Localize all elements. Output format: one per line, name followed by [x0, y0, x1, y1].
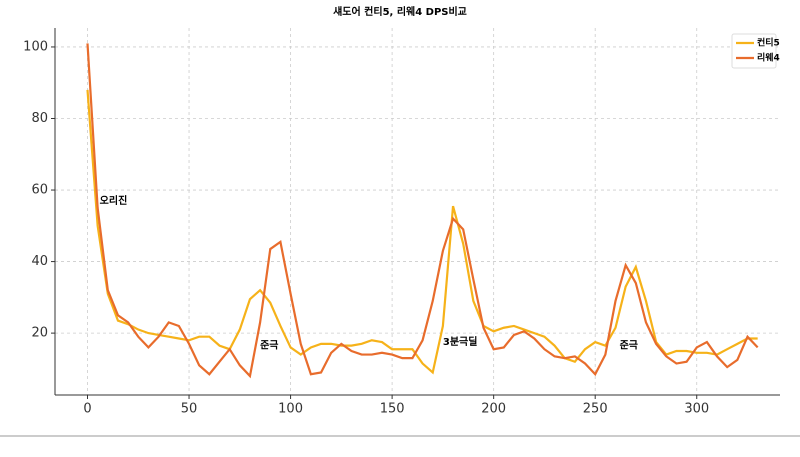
- legend-label: 리웨4: [757, 52, 780, 64]
- x-tick-label: 0: [83, 402, 91, 417]
- legend-label: 컨티5: [757, 37, 780, 49]
- y-tick-label: 20: [31, 326, 48, 341]
- chart-title: 섀도어 컨티5, 리웨4 DPS비교: [333, 5, 467, 18]
- annotation: 오리진: [100, 194, 128, 207]
- y-tick-label: 60: [31, 183, 48, 198]
- x-tick-label: 50: [181, 402, 198, 417]
- y-tick-label: 40: [31, 254, 48, 269]
- annotation: 준극: [620, 340, 638, 352]
- x-tick-label: 200: [481, 402, 506, 417]
- y-tick-label: 100: [23, 39, 48, 54]
- series-line: [86, 43, 759, 379]
- series-line: [86, 89, 758, 375]
- x-tick-label: 250: [583, 402, 608, 417]
- x-tick-label: 100: [278, 402, 303, 417]
- annotation: 3분극딜: [443, 336, 478, 348]
- x-tick-label: 150: [380, 402, 405, 417]
- y-tick-label: 80: [31, 111, 48, 126]
- x-tick-label: 300: [684, 402, 709, 417]
- annotation: 준극: [260, 340, 278, 352]
